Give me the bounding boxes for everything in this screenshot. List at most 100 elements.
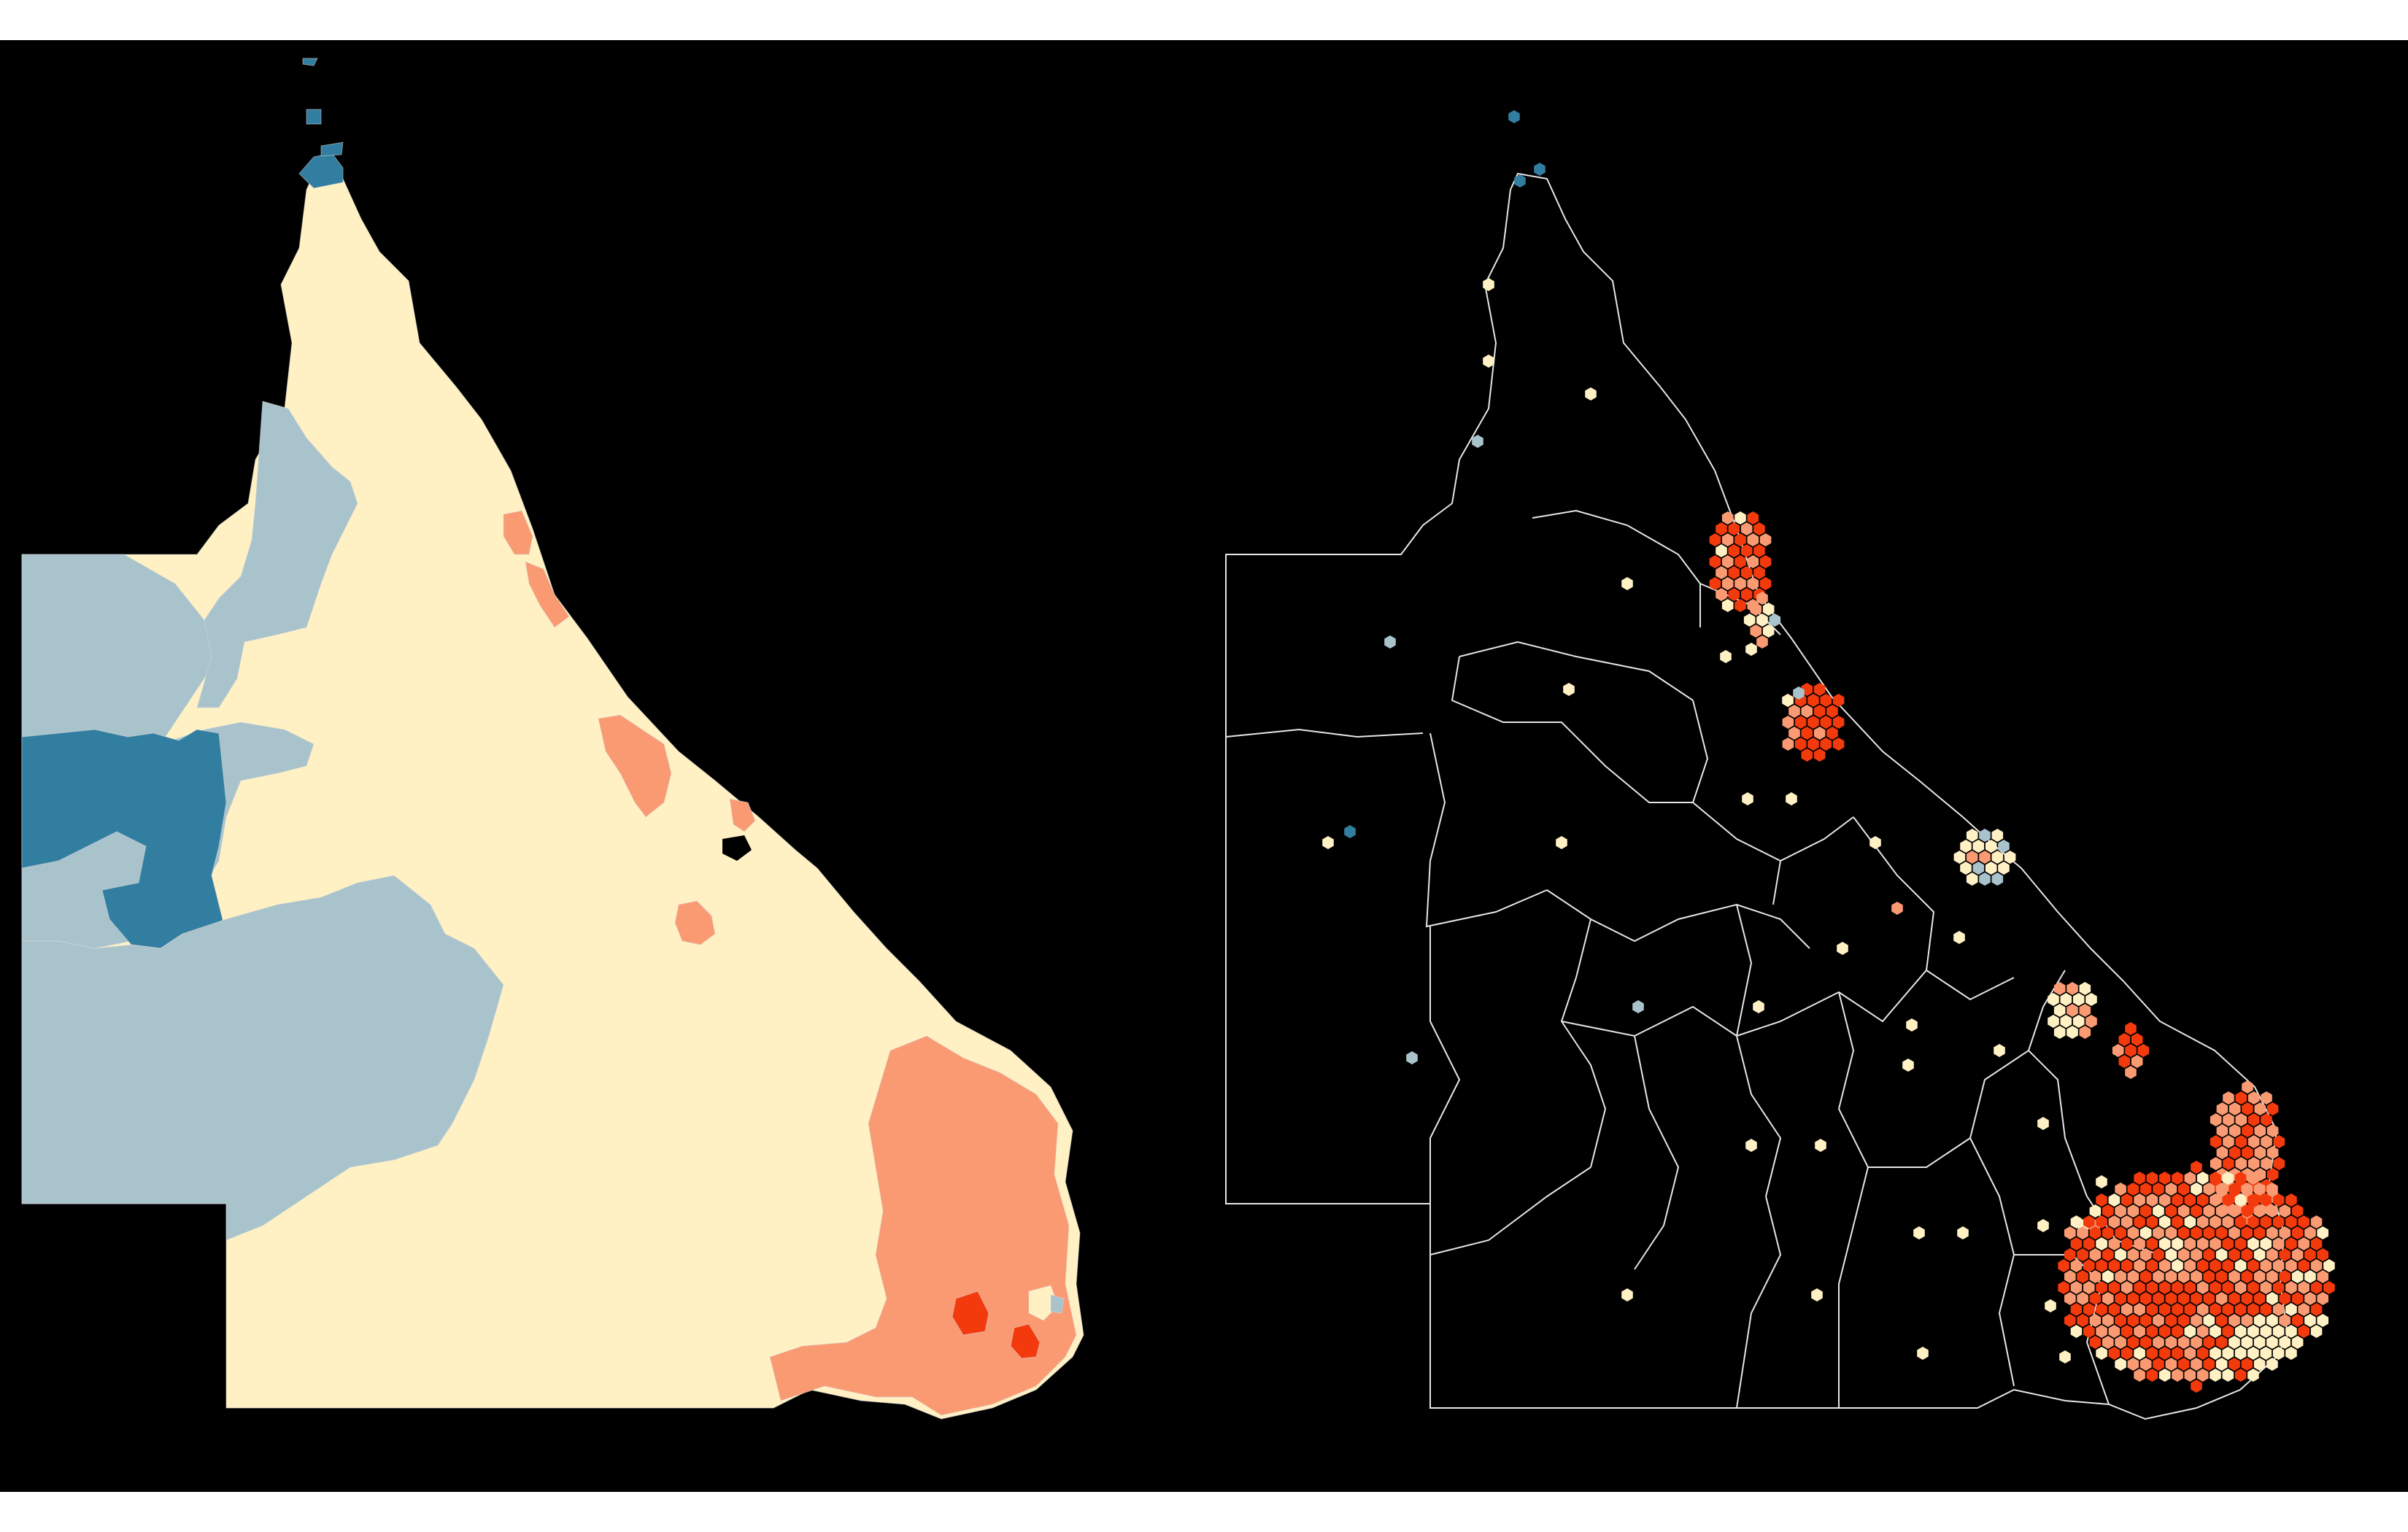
hexagon-neutral <box>2253 1248 2266 1261</box>
hexagon-low <box>1472 435 1483 448</box>
hexagon-very-high <box>2077 1314 2088 1327</box>
hexagon-neutral <box>2096 1347 2107 1360</box>
hexagon-high <box>2222 1215 2234 1229</box>
hexagon-high <box>1756 635 1768 649</box>
hexagon-neutral <box>1960 862 1972 875</box>
hexagon-very-high <box>1807 694 1819 707</box>
hexagon-neutral <box>1906 1018 1918 1032</box>
hexagon-very-high <box>1794 716 1807 729</box>
hexagon-high <box>2153 1226 2164 1239</box>
hexagon-neutral <box>2053 1004 2066 1017</box>
hexagon-very-high <box>1734 599 1746 612</box>
hexagon-high <box>2079 1026 2091 1039</box>
hexagon-high <box>2191 1358 2202 1371</box>
hexagon-very-high <box>2102 1204 2114 1218</box>
hexagon-high <box>2254 1124 2266 1137</box>
hexagon-high <box>2235 1157 2247 1170</box>
hexagon-high <box>2120 1281 2133 1294</box>
hexagon-very-high <box>2298 1259 2309 1272</box>
hexagon-very-high <box>2191 1380 2202 1393</box>
hexagon-high <box>2177 1248 2190 1261</box>
hexagon-neutral <box>2096 1237 2107 1250</box>
hexagon-high <box>2266 1183 2278 1196</box>
hexagon-high <box>2253 1204 2266 1218</box>
hexagon-very-high <box>2272 1215 2285 1229</box>
hexagon-neutral <box>2184 1215 2196 1229</box>
hexagon-high <box>1788 705 1800 718</box>
hexagon-neutral <box>2215 1358 2228 1371</box>
hexagon-neutral <box>1991 851 2004 864</box>
hexagon-high <box>2077 1292 2088 1305</box>
hexagon-very-high <box>1728 588 1740 601</box>
hexagon-high <box>2177 1270 2190 1283</box>
hexagon-high <box>1756 592 1768 605</box>
hexagon-high <box>2191 1314 2202 1327</box>
hexagon-very-high <box>2146 1369 2158 1382</box>
hexagon-high <box>2112 1044 2124 1057</box>
hexagon-very-high <box>2108 1281 2120 1294</box>
hexagon-high <box>1734 577 1746 590</box>
hexagon-very-high <box>2153 1358 2164 1371</box>
hexagon-neutral <box>2210 1369 2221 1382</box>
hexagon-neutral <box>2247 1347 2259 1360</box>
hexagon-very-high <box>2272 1281 2285 1294</box>
hexagon-high <box>1721 577 1734 590</box>
hexagon-neutral <box>2153 1204 2164 1218</box>
hexagon-very-high <box>2070 1303 2083 1316</box>
hexagon-high <box>2241 1183 2253 1196</box>
hexagon-high <box>2223 1113 2234 1126</box>
hexagon-very-high <box>2172 1303 2183 1316</box>
hexagon-high <box>2172 1369 2183 1382</box>
hexagon-neutral <box>2266 1292 2278 1305</box>
hexagon-very-high <box>2125 1044 2137 1057</box>
hexagon-high <box>2070 1259 2083 1272</box>
hexagon-neutral <box>2053 1026 2066 1039</box>
hexagon-neutral <box>1998 862 2010 875</box>
hexagon-high <box>2127 1248 2139 1261</box>
hexagon-neutral <box>2234 1259 2247 1272</box>
hexagon-very-high <box>1801 748 1813 762</box>
hexagon-high <box>2266 1226 2278 1239</box>
hexagon-very-high <box>2222 1281 2234 1294</box>
hexagon-very-high <box>2235 1135 2247 1148</box>
hexagon-very-high <box>2291 1226 2304 1239</box>
hexagon-very-high <box>1747 511 1759 525</box>
hexagon-neutral <box>2072 1015 2085 1028</box>
hexagon-low <box>1991 873 2004 886</box>
hexagon-high <box>2139 1248 2152 1261</box>
hexagon-high <box>2272 1303 2285 1316</box>
hexagon-high <box>2304 1292 2316 1305</box>
hexagon-high <box>2134 1369 2145 1382</box>
hexagon-neutral <box>2004 851 2016 864</box>
hexagon-high <box>2134 1325 2145 1338</box>
hexagon-neutral <box>2247 1325 2259 1338</box>
region-brisbane-low <box>1050 1294 1065 1314</box>
hexagon-very-high <box>2203 1248 2215 1261</box>
hexagon-neutral <box>2241 1336 2253 1349</box>
hexagon-high <box>1721 555 1734 568</box>
hexagon-very-high <box>1813 748 1826 762</box>
hexagon-very-high <box>2120 1237 2133 1250</box>
hexagon-neutral <box>2115 1358 2126 1371</box>
hexagon-neutral <box>1786 792 1797 805</box>
hexagon-high <box>2210 1113 2222 1126</box>
hexagon-very-high <box>2272 1194 2285 1207</box>
hexagon-high <box>2127 1358 2139 1371</box>
hexagon-neutral <box>2070 1215 2083 1229</box>
hexagon-high <box>2108 1237 2120 1250</box>
hexagon-high <box>2165 1226 2177 1239</box>
hexagon-neutral <box>2203 1314 2215 1327</box>
hexagon-very-high <box>1807 716 1819 729</box>
hexagon-neutral <box>1994 1044 2005 1057</box>
hexagon-high <box>2215 1204 2228 1218</box>
hexagon-neutral <box>1742 792 1753 805</box>
hexagon-neutral <box>1782 694 1794 707</box>
hexagon-very-high <box>2165 1314 2177 1327</box>
hexagon-neutral <box>1753 1000 1764 1013</box>
hexagon-very-high <box>2146 1215 2158 1229</box>
hexagon-high <box>2177 1336 2190 1349</box>
hexagon-neutral <box>2215 1248 2228 1261</box>
hexagon-neutral <box>2089 1204 2102 1218</box>
hexagon-neutral <box>2304 1270 2316 1283</box>
hexagon-high <box>2247 1135 2260 1148</box>
